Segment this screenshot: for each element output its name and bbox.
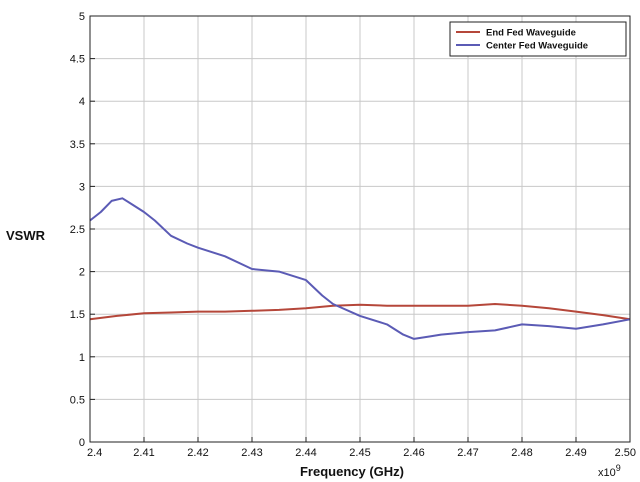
y-tick-label: 4.5 xyxy=(70,54,85,66)
y-tick-label: 0 xyxy=(79,437,85,449)
x-tick-label: 2.44 xyxy=(295,447,316,459)
x-axis-multiplier: x109 xyxy=(598,463,621,479)
x-tick-label: 2.50 xyxy=(615,447,636,459)
y-tick-label: 1 xyxy=(79,352,85,364)
series-line-end-fed xyxy=(89,303,631,321)
x-tick-label: 2.46 xyxy=(403,447,424,459)
x-multiplier-exp: 9 xyxy=(616,463,621,473)
tick-marks xyxy=(89,15,631,443)
x-tick-label: 2.48 xyxy=(511,447,532,459)
grid xyxy=(90,16,630,442)
legend-box xyxy=(449,21,627,57)
x-multiplier-base: x10 xyxy=(598,467,616,479)
x-tick-label: 2.4 xyxy=(87,447,102,459)
series-layer xyxy=(89,197,631,340)
y-tick-label: 3 xyxy=(79,181,85,193)
y-tick-label: 2 xyxy=(79,267,85,279)
x-tick-labels: 2.4 2.41 2.42 2.43 2.44 2.45 2.46 2.47 2.48 2.49 2… xyxy=(87,447,636,459)
legend: End Fed Waveguide Center Fed Waveguide xyxy=(449,21,627,57)
legend-label: Center Fed Waveguide xyxy=(486,41,588,52)
x-tick-label: 2.43 xyxy=(241,447,262,459)
x-tick-label: 2.49 xyxy=(565,447,586,459)
y-tick-label: 1.5 xyxy=(70,309,85,321)
y-tick-label: 4 xyxy=(79,96,85,108)
y-tick-label: 2.5 xyxy=(70,224,85,236)
x-tick-label: 2.47 xyxy=(457,447,478,459)
y-axis-label: VSWR xyxy=(6,228,46,243)
y-tick-labels: 0 0.5 1 1.5 2 2.5 3 3.5 4 4.5 5 xyxy=(70,11,85,449)
x-tick-label: 2.41 xyxy=(133,447,154,459)
x-axis-label: Frequency (GHz) xyxy=(300,464,404,479)
y-tick-label: 3.5 xyxy=(70,139,85,151)
y-tick-label: 5 xyxy=(79,11,85,23)
series-line-center-fed xyxy=(89,197,631,340)
x-tick-label: 2.45 xyxy=(349,447,370,459)
legend-label: End Fed Waveguide xyxy=(486,28,576,39)
y-tick-label: 0.5 xyxy=(70,394,85,406)
x-tick-label: 2.42 xyxy=(187,447,208,459)
